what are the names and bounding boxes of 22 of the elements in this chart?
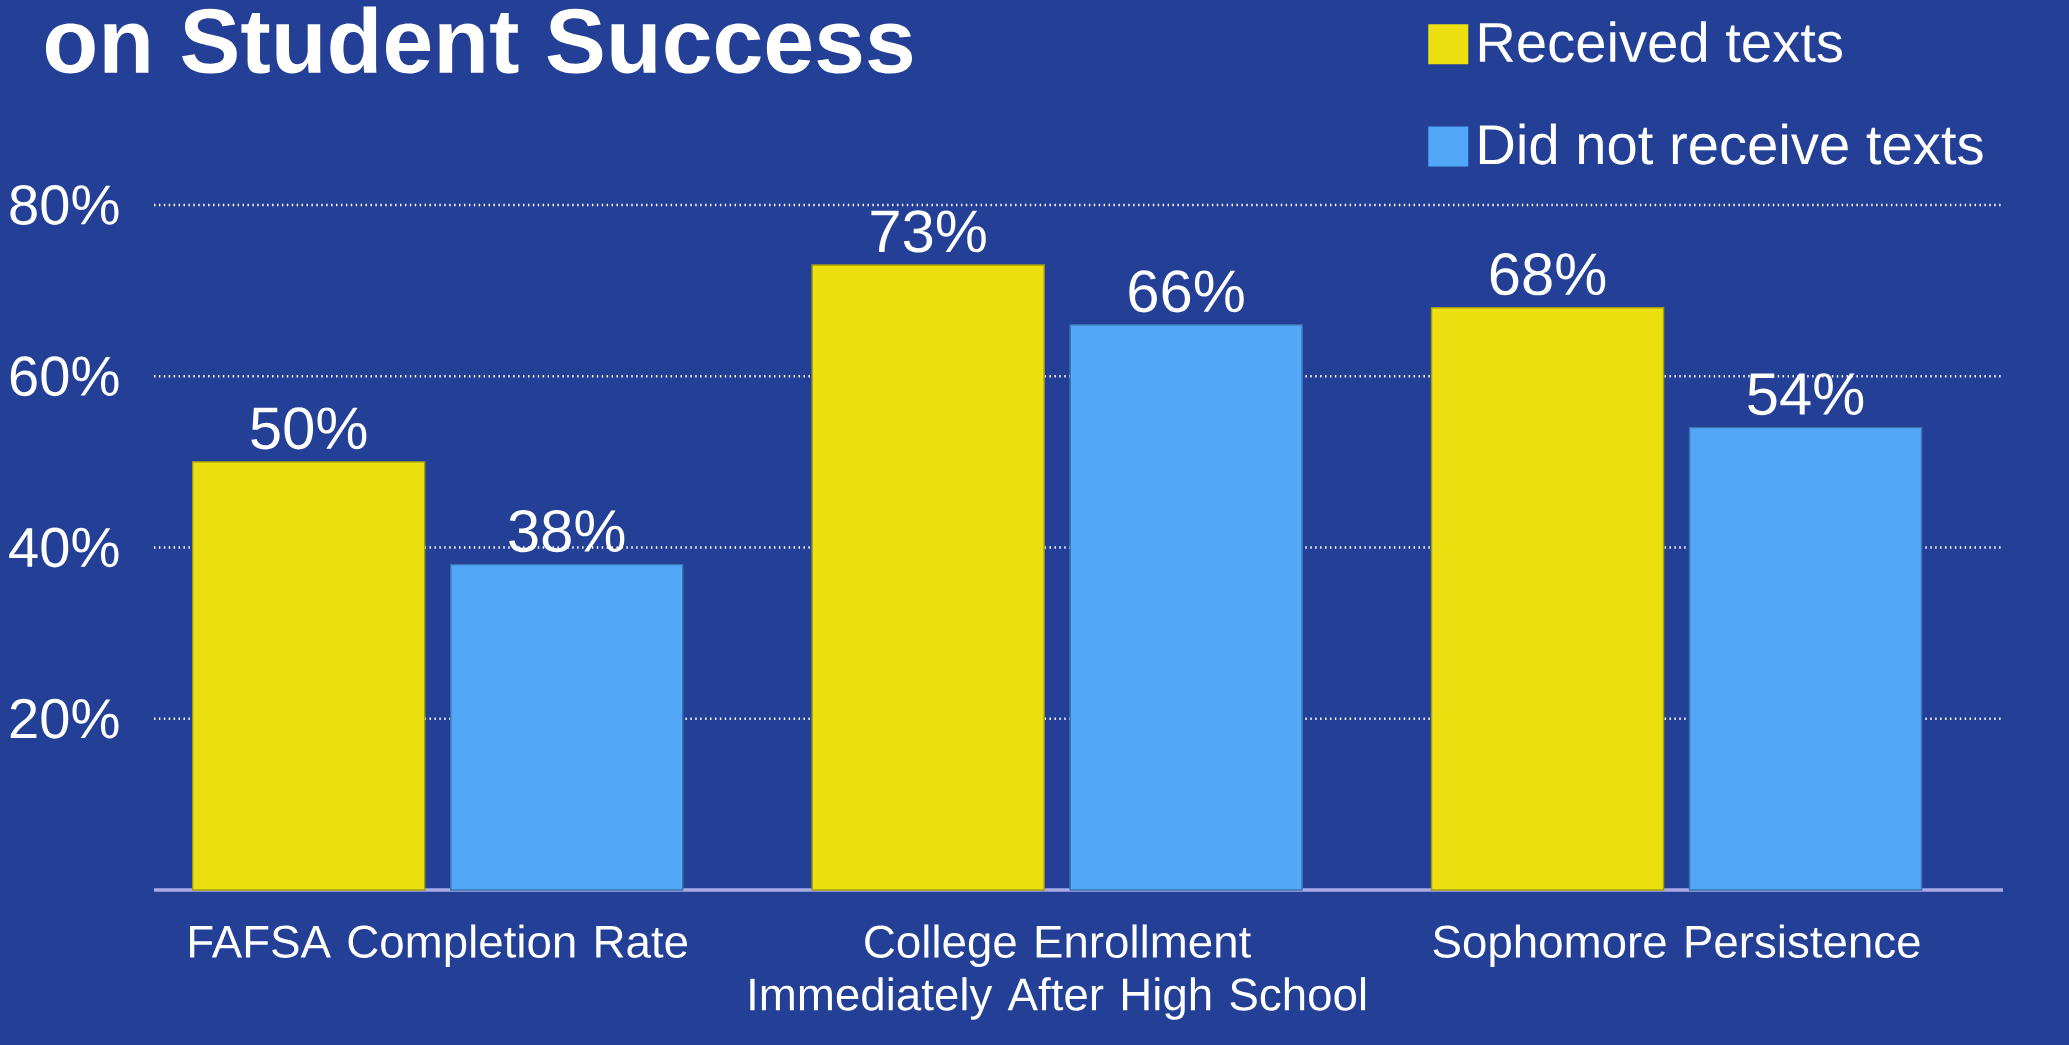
data-label: 54% (1748, 373, 1864, 416)
y-tick-label: 40% (9, 527, 119, 568)
data-label: 38% (509, 509, 625, 553)
bar (1688, 426, 1923, 891)
bar (192, 461, 426, 891)
chart-title: on Student Success (46, 6, 912, 74)
y-tick-label: 80% (10, 185, 119, 225)
bar (450, 563, 684, 891)
data-label: 68% (1490, 253, 1606, 296)
data-label: 66% (1129, 270, 1244, 313)
data-label: 50% (251, 407, 367, 450)
bar (1069, 324, 1303, 891)
bar (1430, 307, 1665, 891)
legend-label: Received texts (1479, 21, 1842, 63)
data-label: 73% (871, 210, 986, 253)
bar (811, 264, 1045, 891)
x-tick-label: Sophomore Persistence (1433, 924, 1920, 968)
x-tick-label: College Enrollment Immediately After High School (750, 924, 1366, 1020)
legend-label: Did not receive texts (1479, 123, 1983, 165)
x-tick-label: FAFSA Completion Rate (190, 924, 687, 968)
y-tick-label: 60% (10, 356, 119, 397)
y-tick-label: 20% (10, 698, 119, 739)
